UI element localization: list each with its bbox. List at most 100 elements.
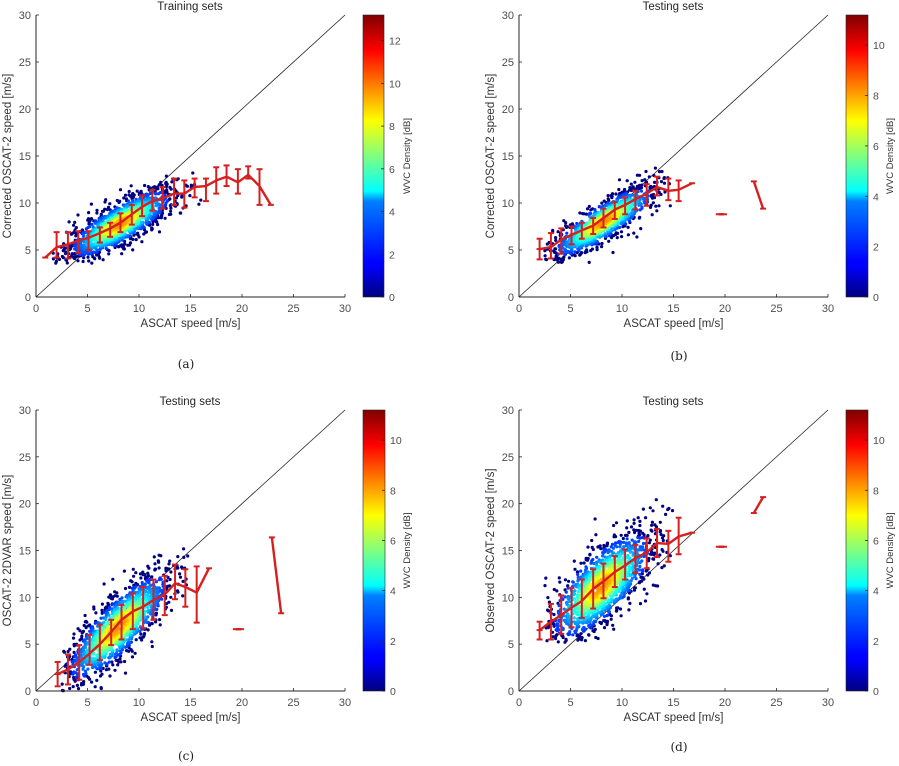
scatter-point bbox=[72, 650, 76, 655]
scatter-point bbox=[564, 637, 568, 642]
isolated-mean-segment bbox=[270, 537, 283, 614]
scatter-point bbox=[182, 555, 186, 560]
scatter-point bbox=[599, 547, 603, 551]
scatter-point bbox=[625, 179, 629, 183]
scatter-point bbox=[576, 572, 580, 577]
scatter-point bbox=[561, 627, 565, 631]
scatter-point bbox=[612, 627, 616, 631]
scatter-point bbox=[576, 570, 580, 574]
scatter-point bbox=[153, 568, 157, 572]
scatter-point bbox=[573, 589, 577, 593]
y-axis-label: Corrected OSCAT-2 speed [m/s] bbox=[485, 74, 497, 239]
scatter-point bbox=[640, 179, 644, 183]
scatter-point bbox=[146, 571, 150, 575]
scatter-point bbox=[594, 533, 598, 537]
scatter-point bbox=[631, 553, 635, 557]
scatter-point bbox=[641, 507, 646, 511]
scatter-point bbox=[102, 582, 106, 586]
colorbar-tick-label: 0 bbox=[390, 686, 396, 698]
scatter-point bbox=[614, 231, 618, 235]
scatter-point bbox=[660, 536, 665, 540]
scatter-point bbox=[642, 587, 646, 591]
scatter-point bbox=[650, 520, 655, 524]
colorbar-tick-label: 10 bbox=[389, 78, 401, 90]
scatter-point bbox=[139, 576, 143, 580]
scatter-point bbox=[610, 227, 614, 231]
y-tick-label: 20 bbox=[502, 104, 514, 116]
x-tick-label: 5 bbox=[84, 697, 90, 709]
scatter-point bbox=[606, 194, 610, 198]
scatter-point bbox=[643, 599, 648, 603]
scatter-point bbox=[544, 576, 548, 580]
scatter-point bbox=[605, 605, 610, 609]
scatter-point bbox=[617, 178, 622, 182]
x-tick-label: 0 bbox=[33, 697, 39, 709]
scatter-point bbox=[605, 544, 609, 548]
scatter-point bbox=[65, 261, 69, 265]
scatter-point bbox=[145, 195, 149, 199]
y-tick-label: 0 bbox=[25, 686, 31, 698]
scatter-point bbox=[652, 180, 657, 184]
scatter-point bbox=[118, 188, 123, 192]
scatter-point bbox=[634, 187, 639, 191]
scatter-point bbox=[116, 663, 120, 667]
scatter-point bbox=[134, 238, 138, 242]
scatter-point bbox=[615, 606, 619, 610]
scatter-point bbox=[105, 207, 109, 212]
y-tick-label: 20 bbox=[19, 499, 31, 511]
scatter-point bbox=[584, 578, 588, 582]
scatter-point bbox=[543, 254, 547, 258]
mean-line-group bbox=[54, 536, 285, 688]
scatter-point bbox=[633, 586, 637, 590]
scatter-point bbox=[595, 245, 599, 249]
scatter-point bbox=[102, 620, 106, 624]
scatter-point bbox=[639, 189, 644, 193]
scatter-point bbox=[106, 603, 111, 607]
scatter-point bbox=[619, 221, 623, 225]
scatter-point bbox=[89, 202, 93, 206]
scatter-point bbox=[590, 559, 594, 563]
scatter-point bbox=[632, 528, 636, 532]
scatter-point bbox=[181, 579, 185, 584]
scatter-point bbox=[150, 644, 154, 649]
scatter-point bbox=[137, 594, 141, 598]
scatter-point bbox=[74, 653, 78, 657]
scatter-point bbox=[76, 687, 81, 691]
scatter-point bbox=[60, 682, 64, 686]
scatter-point bbox=[134, 596, 139, 600]
scatter-point bbox=[657, 170, 662, 174]
scatter-point bbox=[568, 630, 572, 634]
scatter-point bbox=[662, 181, 667, 185]
scatter-point bbox=[90, 261, 94, 265]
scatter-point bbox=[590, 247, 595, 251]
reference-line-y-equals-x bbox=[518, 409, 829, 692]
scatter-point bbox=[627, 530, 631, 535]
colorbar-tick-label: 2 bbox=[390, 636, 396, 648]
scatter-point bbox=[91, 656, 95, 660]
x-tick-label: 15 bbox=[667, 303, 679, 315]
scatter-point bbox=[103, 200, 107, 204]
scatter-point bbox=[74, 234, 78, 238]
scatter-point bbox=[68, 686, 72, 691]
scatter-point bbox=[93, 670, 97, 674]
scatter-point bbox=[107, 252, 111, 256]
scatter-point bbox=[122, 569, 126, 573]
scatter-point bbox=[625, 533, 629, 538]
scatter-point bbox=[552, 587, 556, 592]
scatter-point bbox=[586, 545, 590, 549]
scatter-point bbox=[67, 220, 71, 224]
isolated-mean-segment bbox=[752, 180, 765, 210]
scatter-point bbox=[650, 213, 654, 217]
scatter-point bbox=[567, 256, 572, 260]
scatter-point bbox=[75, 683, 79, 688]
scatter-point bbox=[159, 554, 163, 558]
scatter-point bbox=[647, 175, 651, 179]
scatter-point bbox=[544, 258, 549, 262]
scatter-point bbox=[562, 255, 566, 259]
scatter-point bbox=[63, 246, 67, 250]
scatter-point bbox=[111, 577, 115, 581]
scatter-point bbox=[69, 246, 73, 251]
scatter-point bbox=[94, 611, 98, 615]
scatter-point bbox=[575, 236, 579, 240]
